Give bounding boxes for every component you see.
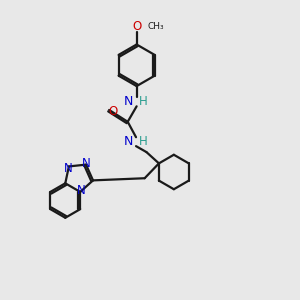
Text: O: O: [132, 20, 141, 33]
Text: N: N: [124, 95, 133, 108]
Text: H: H: [139, 95, 148, 108]
Text: CH₃: CH₃: [147, 22, 164, 31]
Text: N: N: [123, 136, 133, 148]
Text: O: O: [109, 106, 118, 118]
Text: N: N: [77, 184, 85, 196]
Text: H: H: [139, 136, 147, 148]
Text: N: N: [64, 162, 73, 175]
Text: N: N: [82, 157, 91, 170]
